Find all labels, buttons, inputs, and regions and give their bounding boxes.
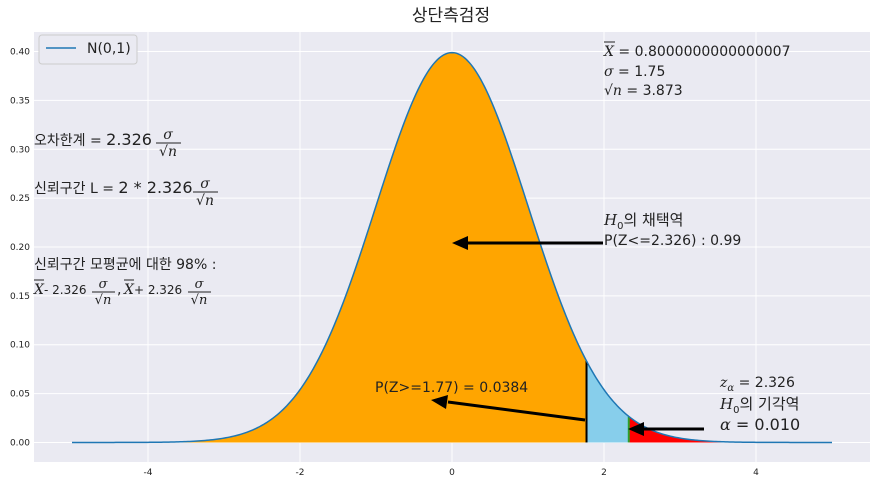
moe-den: √n (159, 144, 177, 160)
vertical-lines (585, 361, 630, 443)
sqrtn-symbol: √n (604, 83, 622, 99)
legend-label: N(0,1) (87, 41, 131, 57)
moe-num: σ (163, 127, 173, 143)
region-rejection (628, 416, 832, 443)
xbar-value: = 0.8000000000000007 (614, 44, 791, 60)
y-tick-label: 0.15 (10, 292, 30, 302)
y-tick-label: 0.40 (10, 48, 30, 58)
critical-alpha: α = 0.010 (720, 415, 800, 434)
y-tick-label: 0.35 (10, 96, 30, 106)
ci-annotation: 신뢰구간 모평균에 대한 98% : X- 2.326 σ √n , X+ 2.… (33, 257, 216, 308)
y-tick-label: 0.30 (10, 145, 30, 155)
arrow-pvalue (431, 395, 586, 422)
y-tick-label: 0.10 (10, 341, 30, 351)
critical-z: zα = 2.326 (719, 375, 795, 394)
chart-title: 상단측검정 (412, 6, 490, 26)
ci-length-den: √n (196, 193, 214, 209)
ci-comma: , (117, 282, 121, 298)
margin-of-error-annotation: 오차한계 = 2.326 σ √n (34, 127, 181, 160)
acceptance-annotation: H0의 채택역 P(Z<=2.326) : 0.99 (603, 211, 741, 249)
ci-num-1: σ (99, 277, 109, 292)
ci-line1: 신뢰구간 모평균에 대한 98% : (34, 257, 216, 273)
ci-length-num: σ (200, 176, 210, 192)
region-acceptance (72, 52, 587, 443)
ci-num-2: σ (195, 277, 205, 292)
ci-line2b: X+ 2.326 (123, 282, 182, 298)
sigma-value: = 1.75 (614, 64, 666, 80)
sigma-line: σ = 1.75 (604, 64, 665, 80)
ci-line2: X- 2.326 (33, 282, 86, 298)
ci-den-2: √n (191, 293, 208, 308)
ci-length-label: 신뢰구간 L = 2 * 2.326 (34, 178, 193, 197)
series-curve-normal (72, 51, 832, 444)
arrows (431, 236, 704, 436)
shaded-regions (72, 52, 832, 443)
acceptance-title: H0의 채택역 (603, 211, 683, 232)
xbar-line: X = 0.8000000000000007 (603, 44, 790, 60)
y-tick-label: 0.20 (10, 243, 30, 253)
xbar-symbol: X (603, 44, 615, 60)
legend: N(0,1) (38, 34, 138, 65)
x-tick-labels: -4 -2 0 2 4 (144, 468, 760, 478)
x-tick-label: 4 (753, 468, 759, 478)
arrow-acceptance (452, 236, 603, 250)
acceptance-prob: P(Z<=2.326) : 0.99 (604, 233, 741, 249)
sqrtn-value: = 3.873 (622, 83, 683, 99)
region-p-value-tail (586, 361, 629, 443)
x-tick-label: -4 (144, 468, 153, 478)
x-tick-label: -2 (296, 468, 305, 478)
critical-title: H0의 기각역 (719, 395, 799, 416)
critical-annotation: zα = 2.326 H0의 기각역 α = 0.010 (719, 375, 800, 434)
ci-den-1: √n (95, 293, 112, 308)
stats-annotation: X = 0.8000000000000007 σ = 1.75 √n = 3.8… (603, 41, 790, 99)
pvalue-label: P(Z>=1.77) = 0.0384 (375, 380, 528, 396)
ci-length-annotation: 신뢰구간 L = 2 * 2.326 σ √n (34, 176, 218, 209)
y-tick-labels: 0.00 0.05 0.10 0.15 0.20 0.25 0.30 0.35 0.40 (10, 48, 30, 449)
sigma-symbol: σ (604, 64, 614, 80)
x-tick-label: 0 (449, 468, 455, 478)
moe-label: 오차한계 = 2.326 (34, 130, 152, 149)
arrow-critical (628, 422, 704, 436)
sqrtn-line: √n = 3.873 (604, 83, 683, 99)
x-tick-label: 2 (601, 468, 607, 478)
y-tick-label: 0.25 (10, 194, 30, 204)
y-tick-label: 0.05 (10, 390, 30, 400)
legend-box (38, 34, 138, 65)
y-tick-label: 0.00 (10, 438, 30, 448)
